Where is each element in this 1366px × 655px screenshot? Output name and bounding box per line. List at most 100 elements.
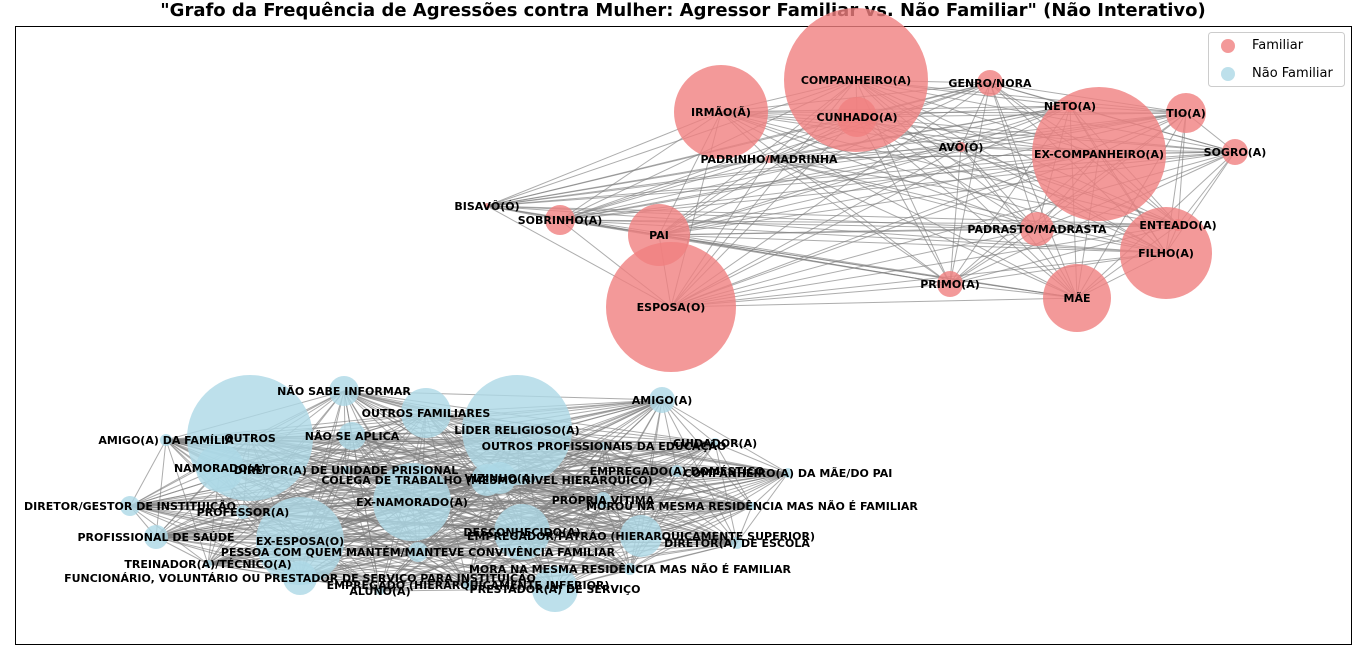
node-familiar — [1032, 87, 1166, 221]
edge-familiar — [658, 234, 1167, 254]
edge-nao-familiar — [299, 535, 642, 542]
node-nao-familiar — [620, 515, 662, 557]
node-label: PROFISSIONAL DE SAÚDE — [78, 531, 235, 544]
edge-nao-familiar — [714, 442, 789, 474]
node-label: AVÔ(Ó) — [939, 141, 984, 154]
node-familiar — [484, 203, 490, 209]
node-label: NETO(A) — [1044, 100, 1096, 113]
edge-nao-familiar — [629, 472, 789, 570]
edge-nao-familiar — [299, 568, 631, 579]
node-nao-familiar — [256, 497, 344, 585]
edge-familiar — [670, 297, 1078, 308]
edge-nao-familiar — [417, 505, 753, 553]
node-nao-familiar — [624, 563, 636, 575]
node-label: NÃO SE APLICA — [305, 430, 400, 443]
node-familiar — [674, 65, 768, 159]
node-label: TREINADOR(A)/TÉCNICO(A) — [124, 558, 291, 571]
node-nao-familiar — [236, 505, 250, 519]
node-label: EX-COMPANHEIRO(A) — [1034, 148, 1164, 161]
node-nao-familiar — [204, 560, 212, 568]
node-label: DIRETOR(A) DE UNIDADE PRISIONAL — [234, 464, 458, 477]
node-nao-familiar — [649, 387, 675, 413]
node-nao-familiar — [376, 587, 384, 595]
edge-nao-familiar — [661, 399, 789, 474]
edge-nao-familiar — [155, 536, 556, 590]
node-nao-familiar — [373, 463, 451, 541]
node-label: PRIMO(A) — [920, 278, 980, 291]
legend-nao-familiar-label: Não Familiar — [1252, 66, 1333, 81]
node-label: PAI — [649, 229, 669, 242]
node-layer — [120, 8, 1248, 612]
edge-nao-familiar — [242, 469, 347, 513]
node-label: DIRETOR/GESTOR DE INSTITUIÇÃO — [24, 500, 236, 513]
edge-nao-familiar — [467, 470, 678, 586]
edge-familiar — [559, 158, 770, 221]
node-label: EX-NAMORADO(A) — [356, 496, 468, 509]
edge-nao-familiar — [714, 442, 738, 544]
node-familiar — [956, 142, 966, 152]
edge-nao-familiar — [379, 568, 631, 592]
edge-familiar — [559, 105, 1071, 221]
edge-nao-familiar — [736, 505, 753, 544]
node-familiar — [937, 271, 963, 297]
node-label: AMIGO(A) — [632, 394, 693, 407]
edge-nao-familiar — [129, 439, 167, 507]
node-label: PESSOA COM QUEM MANTÉM/MANTEVE CONVIVÊNC… — [221, 546, 616, 559]
edge-nao-familiar — [155, 505, 753, 538]
node-familiar — [545, 205, 575, 235]
node-familiar — [1166, 93, 1206, 133]
node-nao-familiar — [600, 442, 608, 450]
edge-nao-familiar — [602, 499, 753, 507]
node-label: GENRO/NORA — [948, 77, 1032, 90]
node-label: DIRETOR(A) DE ESCOLA — [664, 537, 810, 550]
edge-familiar — [486, 116, 858, 207]
edge-familiar — [768, 158, 1078, 299]
edge-nao-familiar — [751, 472, 789, 507]
node-nao-familiar — [120, 496, 140, 516]
edge-familiar — [949, 82, 991, 285]
node-familiar — [1222, 139, 1248, 165]
node-label: PRÓPRIA VÍTIMA — [552, 494, 655, 507]
edge-nao-familiar — [417, 542, 738, 553]
node-label: VIZINHO(A) — [464, 472, 535, 485]
edge-nao-familiar — [417, 551, 631, 570]
legend: Familiar Não Familiar — [1208, 32, 1345, 87]
node-familiar — [606, 242, 736, 372]
legend-familiar-label: Familiar — [1252, 38, 1304, 53]
node-label: TIO(A) — [1166, 107, 1206, 120]
node-familiar — [784, 8, 928, 152]
edge-nao-familiar — [379, 399, 663, 592]
node-nao-familiar — [329, 376, 359, 406]
node-label: EMPREGADO(A) DOMÉSTICO — [590, 465, 765, 478]
edge-nao-familiar — [486, 479, 738, 544]
node-nao-familiar — [408, 542, 428, 562]
node-label: DESCONHECIDO(A) — [463, 526, 580, 539]
node-label: NÃO SABE INFORMAR — [277, 385, 411, 398]
node-label: CUNHADO(A) — [817, 111, 898, 124]
node-label: EMPREGADO (HIERARQUICAMENTE INFERIOR) — [327, 579, 610, 592]
edge-nao-familiar — [155, 511, 244, 538]
node-nao-familiar — [338, 422, 366, 450]
node-label: CUIDADOR(A) — [673, 437, 757, 450]
node-label: NAMORADO(A) — [174, 462, 266, 475]
edge-familiar — [670, 252, 1167, 308]
edge-familiar — [670, 224, 1179, 308]
node-nao-familiar — [671, 465, 683, 477]
edge-familiar — [559, 146, 962, 221]
node-label: PROFESSOR(A) — [197, 506, 290, 519]
edge-nao-familiar — [417, 551, 556, 590]
edge-familiar — [658, 234, 951, 285]
node-nao-familiar — [463, 580, 473, 590]
edge-nao-familiar — [299, 535, 642, 579]
node-label: IRMÃO(Ã) — [691, 106, 751, 119]
node-label: SOGRO(A) — [1204, 146, 1267, 159]
edge-nao-familiar — [411, 501, 753, 507]
node-label: SOBRINHO(A) — [518, 214, 603, 227]
edge-familiar — [768, 146, 962, 160]
edge-familiar — [768, 158, 1038, 230]
edge-familiar — [989, 82, 1078, 299]
edge-familiar — [658, 228, 1038, 236]
edge-familiar — [486, 205, 1179, 226]
node-label: MÃE — [1064, 292, 1091, 305]
edge-familiar — [658, 146, 962, 236]
